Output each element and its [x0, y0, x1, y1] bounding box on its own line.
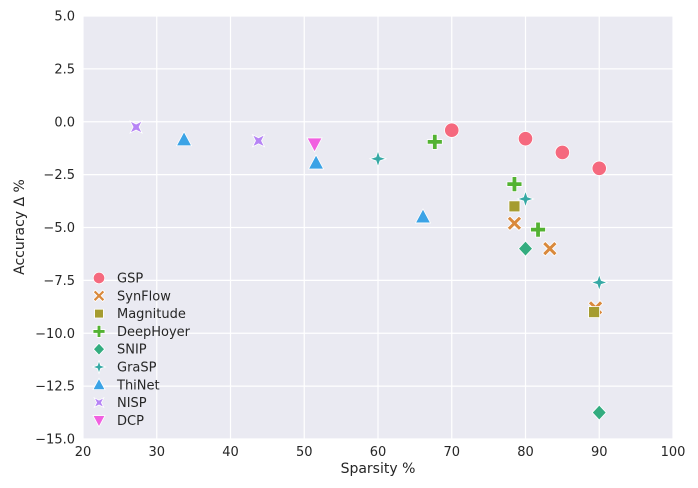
- x-tick-label: 80: [517, 445, 534, 460]
- point-nisp-0: [129, 120, 143, 134]
- point-snip-0: [517, 240, 534, 257]
- legend-marker-snip: [92, 342, 106, 356]
- point-gsp-1: [517, 131, 534, 147]
- legend: GSP SynFlow Magnitude DeepHoyer SNIP GraSP Thi…: [91, 271, 191, 429]
- x-tick-label: 100: [661, 445, 686, 460]
- legend-marker-gsp: [92, 271, 106, 285]
- legend-label-grasp: GraSP: [117, 361, 157, 376]
- point-nisp-1: [251, 133, 266, 148]
- point-gsp-3: [591, 160, 607, 176]
- point-thinet-0: [175, 130, 193, 147]
- point-deephoyer-1: [506, 176, 523, 193]
- legend-marker-synflow: [92, 289, 106, 303]
- y-tick-label: −12.5: [35, 380, 75, 395]
- legend-marker-thinet: [92, 377, 106, 391]
- point-grasp-2: [589, 273, 609, 292]
- point-magnitude-0: [508, 200, 521, 213]
- point-thinet-1: [307, 154, 325, 170]
- x-tick-label: 20: [75, 445, 92, 460]
- point-grasp-1: [516, 189, 535, 209]
- point-magnitude-1: [588, 306, 600, 319]
- legend-marker-grasp: [91, 359, 107, 375]
- y-tick-label: 5.0: [54, 10, 75, 25]
- point-synflow-0: [506, 215, 523, 232]
- x-tick-label: 40: [222, 445, 239, 460]
- y-tick-label: −5.0: [43, 221, 75, 236]
- y-tick-label: −15.0: [35, 433, 75, 448]
- y-tick-label: −7.5: [43, 274, 75, 289]
- y-tick-labels: −15.0 −12.5 −10.0 −7.5 −5.0 −2.5 0.0 2.5 5.0: [35, 10, 75, 448]
- y-tick-label: 2.5: [54, 62, 75, 77]
- legend-marker-deephoyer: [92, 324, 106, 338]
- y-axis-label: Accuracy Δ %: [12, 179, 28, 275]
- legend-label-nisp: NISP: [117, 396, 147, 411]
- x-tick-label: 90: [591, 445, 608, 460]
- legend-label-thinet: ThiNet: [116, 378, 160, 393]
- point-grasp-0: [368, 149, 388, 169]
- legend-marker-dcp: [92, 415, 106, 428]
- legend-marker-magnitude: [94, 308, 104, 319]
- point-dcp-0: [306, 137, 323, 153]
- point-deephoyer-0: [426, 133, 443, 150]
- x-tick-labels: 20 30 40 50 60 70 80 90 100: [75, 445, 686, 460]
- x-tick-label: 50: [296, 445, 313, 460]
- legend-label-gsp: GSP: [117, 272, 143, 287]
- x-tick-label: 70: [443, 445, 460, 460]
- legend-marker-nisp: [93, 396, 105, 409]
- legend-label-deephoyer: DeepHoyer: [117, 325, 191, 340]
- x-axis-label: Sparsity %: [341, 461, 416, 477]
- point-snip-1: [591, 404, 607, 421]
- point-synflow-1: [542, 240, 558, 257]
- point-deephoyer-2: [530, 221, 546, 238]
- y-tick-label: −10.0: [35, 327, 75, 342]
- legend-label-synflow: SynFlow: [117, 289, 171, 304]
- data-points: [129, 120, 609, 421]
- legend-label-magnitude: Magnitude: [117, 307, 186, 322]
- legend-label-snip: SNIP: [117, 343, 147, 358]
- x-tick-label: 60: [370, 445, 387, 460]
- y-tick-label: −2.5: [43, 168, 75, 183]
- point-thinet-2: [414, 208, 432, 224]
- x-tick-label: 30: [148, 445, 165, 460]
- grid-lines: [82, 15, 674, 440]
- point-gsp-0: [444, 122, 460, 138]
- point-gsp-2: [554, 144, 570, 161]
- legend-label-dcp: DCP: [117, 414, 144, 429]
- y-tick-label: 0.0: [54, 115, 75, 130]
